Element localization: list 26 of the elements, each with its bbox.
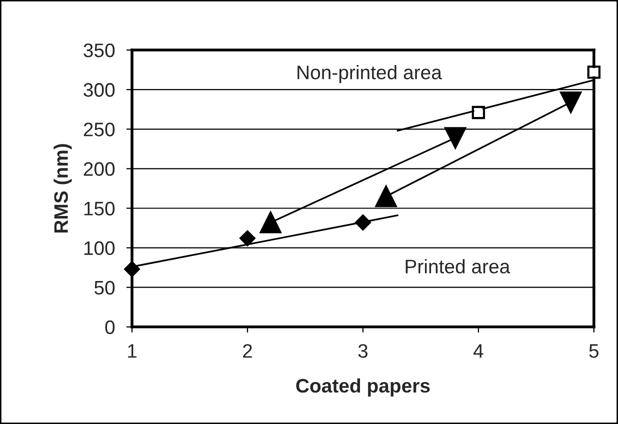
y-tick-label: 0 (105, 320, 115, 334)
y-tick-label: 250 (84, 122, 115, 136)
point (124, 261, 140, 278)
annotation: Printed area (406, 259, 510, 274)
y-tick-label: 350 (84, 44, 115, 58)
y-tick-label: 200 (84, 162, 115, 176)
y-axis-title: RMS (nm) (54, 144, 72, 233)
point (260, 212, 282, 234)
point (587, 66, 600, 79)
x-tick-label: 4 (473, 344, 484, 358)
y-tick-label: 50 (94, 280, 115, 295)
x-tick-label: 3 (358, 344, 368, 358)
x-tick-label: 2 (243, 344, 252, 358)
point (240, 230, 256, 246)
y-tick-label: 300 (84, 83, 115, 97)
x-tick-label: 5 (589, 344, 598, 358)
point (472, 106, 486, 120)
y-tick-label: 150 (84, 202, 115, 216)
y-tick-label: 100 (84, 241, 115, 256)
x-axis-title: Coated papers (296, 378, 430, 396)
point (560, 91, 582, 114)
point (355, 214, 371, 230)
x-tick-label: 1 (128, 344, 136, 358)
point (375, 186, 397, 208)
point (444, 127, 466, 149)
annotation: Non-printed area (298, 65, 442, 84)
